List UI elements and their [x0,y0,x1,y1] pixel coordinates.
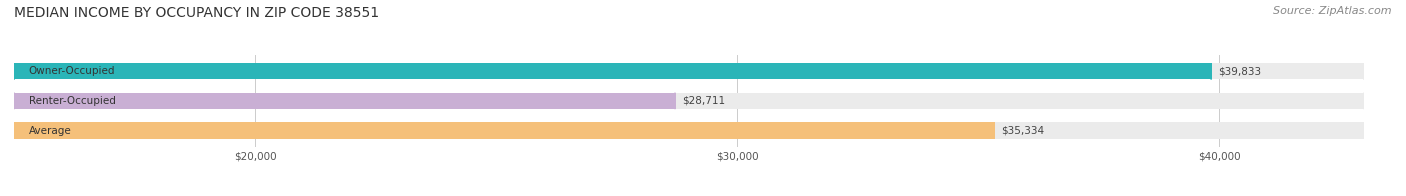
Text: MEDIAN INCOME BY OCCUPANCY IN ZIP CODE 38551: MEDIAN INCOME BY OCCUPANCY IN ZIP CODE 3… [14,6,380,20]
Bar [14,63,1364,79]
Text: Source: ZipAtlas.com: Source: ZipAtlas.com [1274,6,1392,16]
Bar [14,93,675,109]
Bar [14,122,1364,139]
Bar [14,122,994,139]
Text: Average: Average [28,126,72,136]
Text: $35,334: $35,334 [1001,126,1045,136]
Text: Owner-Occupied: Owner-Occupied [28,66,115,76]
Text: $28,711: $28,711 [682,96,725,106]
Bar [14,93,1364,109]
Text: Renter-Occupied: Renter-Occupied [28,96,115,106]
Bar [14,63,1211,79]
Text: $39,833: $39,833 [1219,66,1261,76]
